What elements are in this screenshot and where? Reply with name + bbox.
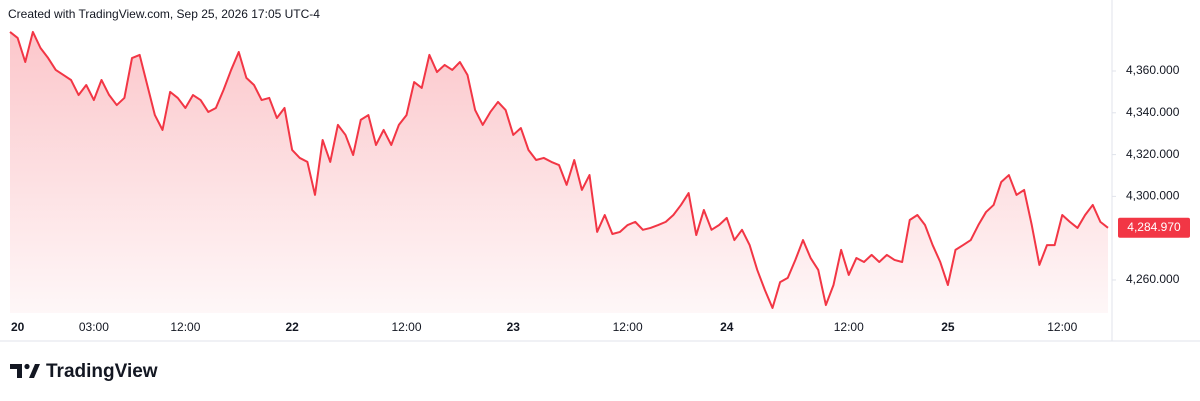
x-tick-label: 12:00 xyxy=(1047,320,1077,334)
x-tick-label: 12:00 xyxy=(613,320,643,334)
x-tick-label: 03:00 xyxy=(79,320,109,334)
y-tick-label: 4,300.000 xyxy=(1126,189,1180,203)
x-tick-label: 12:00 xyxy=(391,320,421,334)
x-tick-label: 12:00 xyxy=(834,320,864,334)
last-price-box xyxy=(1118,217,1190,238)
y-tick-label: 4,360.000 xyxy=(1126,63,1180,77)
y-tick-label: 4,260.000 xyxy=(1126,272,1180,286)
y-tick-label: 4,340.000 xyxy=(1126,105,1180,119)
x-tick-label: 12:00 xyxy=(170,320,200,334)
header: Created with TradingView.com, Sep 25, 20… xyxy=(8,7,320,21)
x-tick-label: 20 xyxy=(11,320,25,334)
area-fill xyxy=(10,31,1108,313)
x-tick-label: 24 xyxy=(720,320,734,334)
price-line xyxy=(9,30,1109,309)
y-tick-label: 4,320.000 xyxy=(1126,147,1180,161)
x-tick-label: 25 xyxy=(941,320,955,334)
last-price-label: 4,284.970 xyxy=(1127,220,1181,234)
brand-name: TradingView xyxy=(46,361,158,382)
x-tick-label: 23 xyxy=(507,320,521,334)
x-tick-label: 22 xyxy=(285,320,299,334)
brand-logo xyxy=(10,363,40,378)
